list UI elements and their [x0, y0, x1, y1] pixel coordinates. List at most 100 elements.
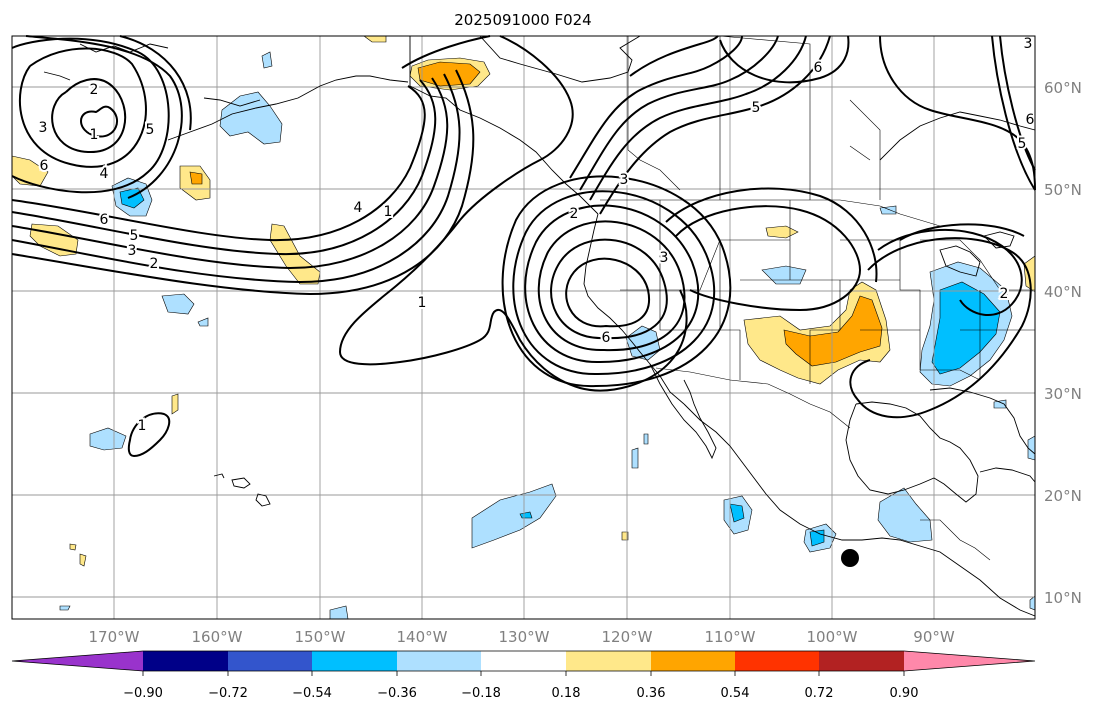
- positive-anomaly-plains: [743, 281, 891, 385]
- lat-label-60: 60°N: [1044, 79, 1082, 97]
- contour-label: 4: [100, 166, 109, 182]
- negative-anomaly-mexico-a-core: [729, 503, 745, 523]
- contour-label: 6: [814, 60, 823, 76]
- contour-band-3: [11, 77, 449, 270]
- negative-anomaly-central-america: [877, 487, 933, 543]
- contour-bering-low-5: [25, 35, 183, 199]
- colorbar-tick-label: −0.90: [123, 686, 163, 701]
- contour-cal-low-3: [537, 220, 686, 352]
- contour-east-1: [877, 229, 1023, 317]
- negative-anomaly-central-pacific-core: [519, 511, 533, 519]
- contour-cal-low-6: [501, 175, 732, 388]
- longitude-labels: 170°W 160°W 150°W 140°W 130°W 120°W 110°…: [89, 628, 955, 646]
- coast-great-lakes: [939, 231, 1015, 277]
- colorbar-tick-label: −0.18: [461, 686, 501, 701]
- negative-anomaly-rockies: [761, 265, 807, 285]
- contour-plains-2: [665, 187, 878, 283]
- coast-canada-east: [879, 111, 1036, 161]
- negative-anomaly-hawaii-west: [89, 427, 127, 451]
- colorbar-tick-label: 0.18: [552, 686, 581, 701]
- contour-bering-low-3: [19, 47, 147, 168]
- lon-label-140: 140°W: [397, 628, 448, 646]
- contour-north-6: [719, 35, 850, 84]
- contour-label: 3: [39, 120, 48, 136]
- colorbar-tick-label: 0.72: [805, 686, 834, 701]
- contour-rockies-1: [599, 35, 831, 215]
- latitude-labels: 60°N 50°N 40°N 30°N 20°N 10°N: [1044, 79, 1082, 607]
- colorbar-segment: [735, 651, 819, 671]
- coast-alaska-north: [479, 35, 641, 83]
- contour-cal-low-1: [565, 257, 651, 328]
- storm-center-marker: [841, 549, 859, 567]
- positive-anomaly-tropics-b: [79, 553, 87, 567]
- contour-label: 1: [384, 204, 393, 220]
- contour-bering-low-2: [51, 78, 127, 154]
- contour-label: 5: [1018, 136, 1027, 152]
- negative-anomaly-pacific-a: [161, 293, 195, 315]
- border-central-america: [920, 519, 991, 561]
- contour-cal-low-5: [512, 190, 716, 376]
- positive-anomaly-tropics-a: [621, 531, 629, 541]
- border-canada-us: [600, 199, 941, 227]
- contour-east-ridge-a: [991, 35, 1036, 191]
- contour-east-2: [849, 237, 1032, 419]
- contour-label: 3: [1024, 36, 1033, 52]
- contour-label: 6: [602, 330, 611, 346]
- contour-hawaii-loop: [127, 412, 171, 458]
- contour-bering-low-6: [119, 35, 192, 131]
- negative-anomaly-canada: [879, 205, 897, 215]
- coast-mexico-west: [683, 403, 1036, 617]
- contour-label: 3: [660, 250, 669, 266]
- colorbar-segment: [904, 651, 1035, 671]
- contour-plains-1: [675, 205, 862, 312]
- coast-southeast: [929, 387, 1036, 455]
- contour-cal-low-4: [524, 204, 700, 364]
- colorbar-tick-label: −0.72: [208, 686, 248, 701]
- contour-bering-low-4: [11, 37, 170, 194]
- contour-label: 3: [620, 172, 629, 188]
- positive-anomaly-plains-core: [783, 295, 883, 367]
- coast-baja: [649, 363, 717, 460]
- border-states-b: [920, 239, 1035, 381]
- negative-anomaly-small-d: [59, 605, 71, 611]
- contour-label: 1: [138, 418, 147, 434]
- negative-anomaly-atlantic-a: [993, 399, 1007, 409]
- border-us-mexico: [655, 367, 851, 429]
- colorbar-ticks: [142, 671, 905, 676]
- colorbar-segment: [566, 651, 651, 671]
- contour-band-5: [11, 69, 475, 296]
- gridlines: [12, 36, 1035, 619]
- contour-bering-low-1: [80, 105, 118, 138]
- colorbar-tick-label: −0.54: [292, 686, 332, 701]
- contour-band-6: [401, 35, 491, 69]
- lat-label-20: 20°N: [1044, 487, 1082, 505]
- contour-band-2: [11, 79, 437, 256]
- colorbar-segment: [397, 651, 481, 671]
- contour-rockies-3: [579, 35, 779, 191]
- lat-label-10: 10°N: [1044, 589, 1082, 607]
- colorbar: −0.90 −0.72 −0.54 −0.36 −0.18 0.18 0.36 …: [11, 650, 1036, 701]
- coast-gulf: [845, 401, 979, 503]
- negative-anomaly-small-a: [631, 447, 639, 469]
- positive-anomaly-aleutian-spot-core: [189, 171, 203, 185]
- contour-label: 2: [570, 206, 579, 222]
- colorbar-segment: [12, 651, 143, 671]
- colorbar-segment: [651, 651, 735, 671]
- coastlines: [43, 35, 1036, 617]
- colorbar-segment: [228, 651, 312, 671]
- positive-anomaly-tropics-c: [69, 543, 77, 551]
- positive-anomaly-hawaii-north: [171, 393, 179, 415]
- lon-label-100: 100°W: [807, 628, 858, 646]
- contour-label: 1: [418, 295, 427, 311]
- lat-label-30: 30°N: [1044, 385, 1082, 403]
- anomaly-shading: [11, 35, 1036, 620]
- contour-labels: 2 1 3 5 6 4 6 5 3 2 4 1 1 3 2 3 6 5 6 2 …: [37, 34, 1037, 436]
- contour-lines: [11, 35, 1036, 458]
- negative-anomaly-pacific-b: [197, 317, 209, 327]
- contour-label: 6: [40, 158, 49, 174]
- contour-label: 5: [130, 228, 139, 244]
- colorbar-segment: [481, 651, 566, 671]
- contour-label: 5: [752, 100, 761, 116]
- lon-label-170: 170°W: [89, 628, 140, 646]
